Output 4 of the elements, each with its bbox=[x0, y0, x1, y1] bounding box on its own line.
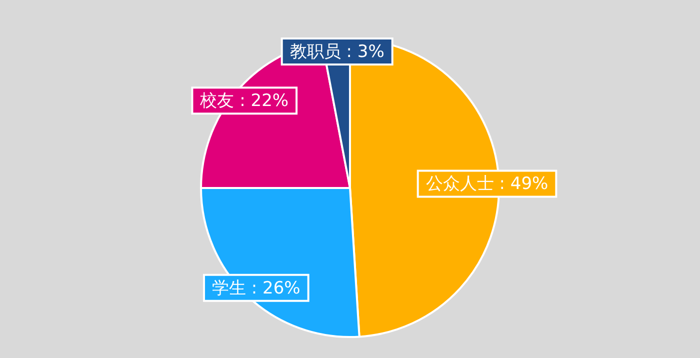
slice-label: 教职员 : 3% bbox=[290, 42, 384, 62]
slice-label: 公众人士 : 49% bbox=[426, 174, 548, 194]
slice-label: 校友 : 22% bbox=[199, 91, 289, 112]
slice-label: 学生 : 26% bbox=[212, 278, 300, 298]
